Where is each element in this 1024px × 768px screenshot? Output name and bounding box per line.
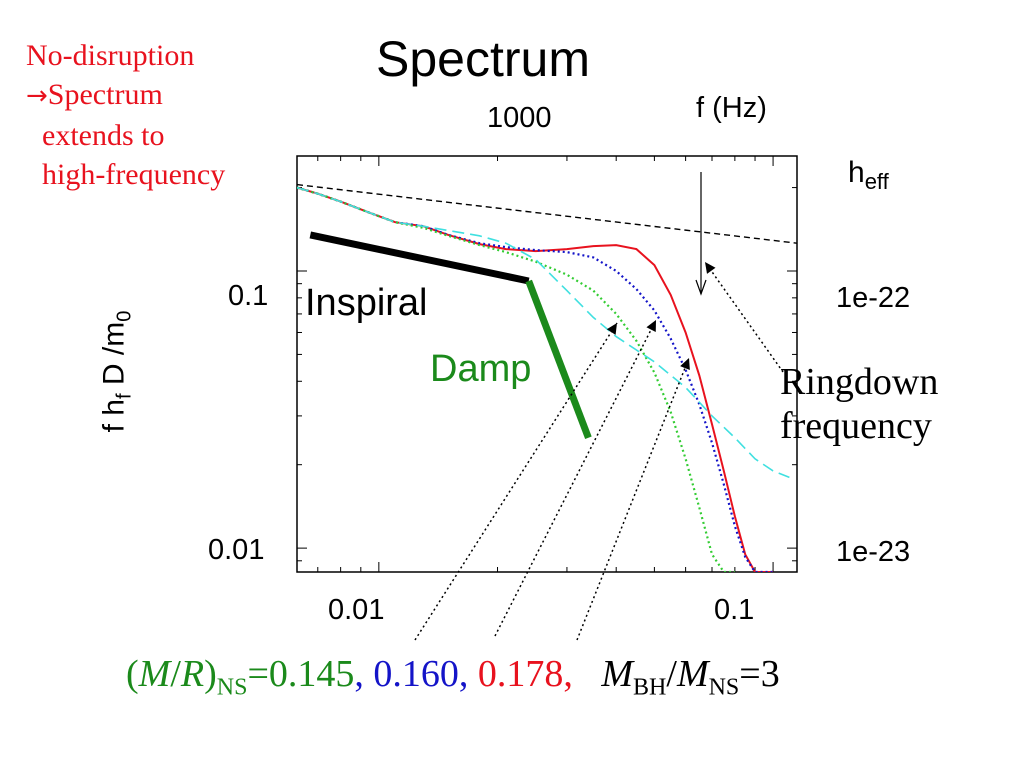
- ringdown-frequency-arrow-icon: [695, 279, 707, 296]
- pointer-blue: [494, 319, 657, 637]
- y-tick-label-0.1: 0.1: [228, 280, 269, 312]
- chart-title: Spectrum: [376, 31, 590, 87]
- right-axis-label: heff: [848, 156, 889, 194]
- series-solid-red: [297, 186, 774, 572]
- no-disruption-note: No-disruption →Spectrum extends to high-…: [26, 36, 225, 194]
- pointer-blue-arrowhead-icon: [646, 320, 656, 332]
- note-line-2: →Spectrum: [26, 78, 163, 111]
- pointer-green: [414, 322, 618, 641]
- note-line-1: No-disruption: [26, 39, 195, 72]
- series-dashed-cyan: [297, 186, 790, 479]
- mass-ratio-caption: (M/R)NS=0.145, 0.160, 0.178, MBH/MNS=3: [126, 653, 780, 701]
- right-tick-label-1e-22: 1e-22: [836, 282, 911, 314]
- damp-label: Damp: [430, 348, 532, 390]
- pointer-green-arrowhead-icon: [606, 323, 617, 335]
- series-thick-black: [309, 231, 530, 285]
- y-tick-label-0.01: 0.01: [208, 534, 265, 566]
- compactness-blue: 0.160,: [373, 653, 469, 695]
- series-dotted-green: [297, 186, 735, 572]
- top-tick-label: 1000: [487, 102, 552, 134]
- ringdown-label: Ringdown frequency: [780, 361, 939, 447]
- compactness-red: 0.178,: [477, 653, 573, 695]
- mass-ratio: MBH/MNS=3: [601, 653, 780, 701]
- right-tick-label-1e-23: 1e-23: [836, 536, 911, 568]
- series-dashed-black: [297, 183, 797, 244]
- inspiral-label: Inspiral: [305, 282, 428, 324]
- x-tick-label-0.1: 0.1: [714, 594, 755, 626]
- arrow-icon: →: [26, 81, 48, 111]
- top-axis-label: f (Hz): [696, 92, 767, 124]
- compactness-green: (M/R)NS=0.145: [126, 653, 355, 701]
- pointer-red-arrowhead-icon: [680, 358, 690, 370]
- pointer-ringdown-arrowhead-icon: [705, 262, 716, 274]
- pointer-ringdown: [704, 261, 784, 373]
- x-tick-label-0.01: 0.01: [328, 594, 385, 626]
- note-line-4: high-frequency: [42, 158, 226, 191]
- plot-frame: [296, 155, 798, 573]
- pointer-red: [576, 357, 690, 641]
- series-thick-green: [525, 279, 592, 440]
- note-line-3: extends to: [42, 119, 165, 152]
